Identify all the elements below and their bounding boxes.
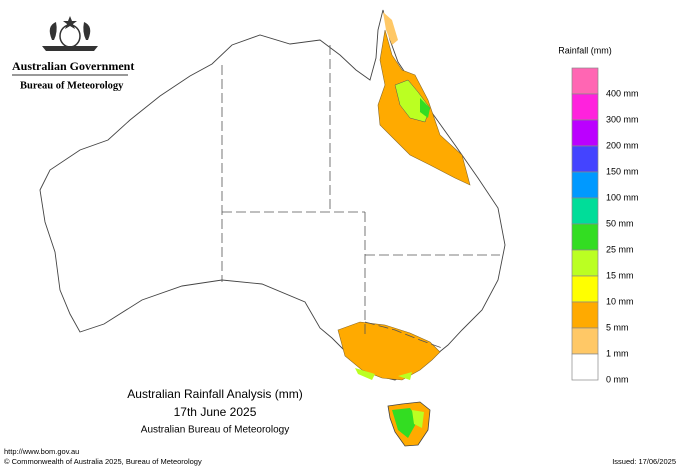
tasmania-rain (392, 408, 418, 438)
legend-label: 25 mm (606, 244, 634, 254)
legend-swatch (571, 145, 599, 173)
rain-area-south-heavy (355, 368, 412, 380)
rain-area-qld-light (383, 12, 398, 45)
rain-area-south (337, 321, 441, 381)
legend-label: 10 mm (606, 296, 634, 306)
legend-swatch (571, 93, 599, 121)
legend-label: 1 mm (606, 348, 629, 358)
legend-swatch (571, 171, 599, 199)
legend-swatch (571, 301, 599, 329)
legend-label: 100 mm (606, 192, 639, 202)
footer-issued: Issued: 17/06/2025 (612, 457, 676, 466)
legend-label: 50 mm (606, 218, 634, 228)
legend-swatch (571, 249, 599, 277)
coat-of-arms (42, 16, 98, 51)
map-source: Australian Bureau of Meteorology (141, 425, 289, 436)
map-date: 17th June 2025 (174, 405, 257, 419)
legend-title: Rainfall (mm) (558, 45, 612, 55)
agency-name: Bureau of Meteorology (20, 80, 124, 91)
legend-label: 15 mm (606, 270, 634, 280)
government-name: Australian Government (12, 59, 134, 73)
legend-swatch (571, 275, 599, 303)
legend-label: 200 mm (606, 140, 639, 150)
footer-url: http://www.bom.gov.au (4, 447, 79, 456)
footer-copyright: © Commonwealth of Australia 2025, Bureau… (4, 457, 202, 466)
legend-label: 0 mm (606, 374, 629, 384)
legend-swatch (571, 223, 599, 251)
legend-swatch (571, 119, 599, 147)
legend-swatch (571, 353, 599, 381)
legend-swatch (571, 327, 599, 355)
tasmania-rain-light (412, 410, 424, 428)
legend-label: 300 mm (606, 114, 639, 124)
legend-label: 150 mm (606, 166, 639, 176)
legend-swatch (571, 67, 599, 95)
map-title: Australian Rainfall Analysis (mm) (127, 387, 302, 401)
state-borders (221, 45, 500, 349)
legend-swatch (571, 197, 599, 225)
rain-area-qld-25 (420, 98, 430, 118)
legend-label: 5 mm (606, 322, 629, 332)
legend-label: 400 mm (606, 88, 639, 98)
